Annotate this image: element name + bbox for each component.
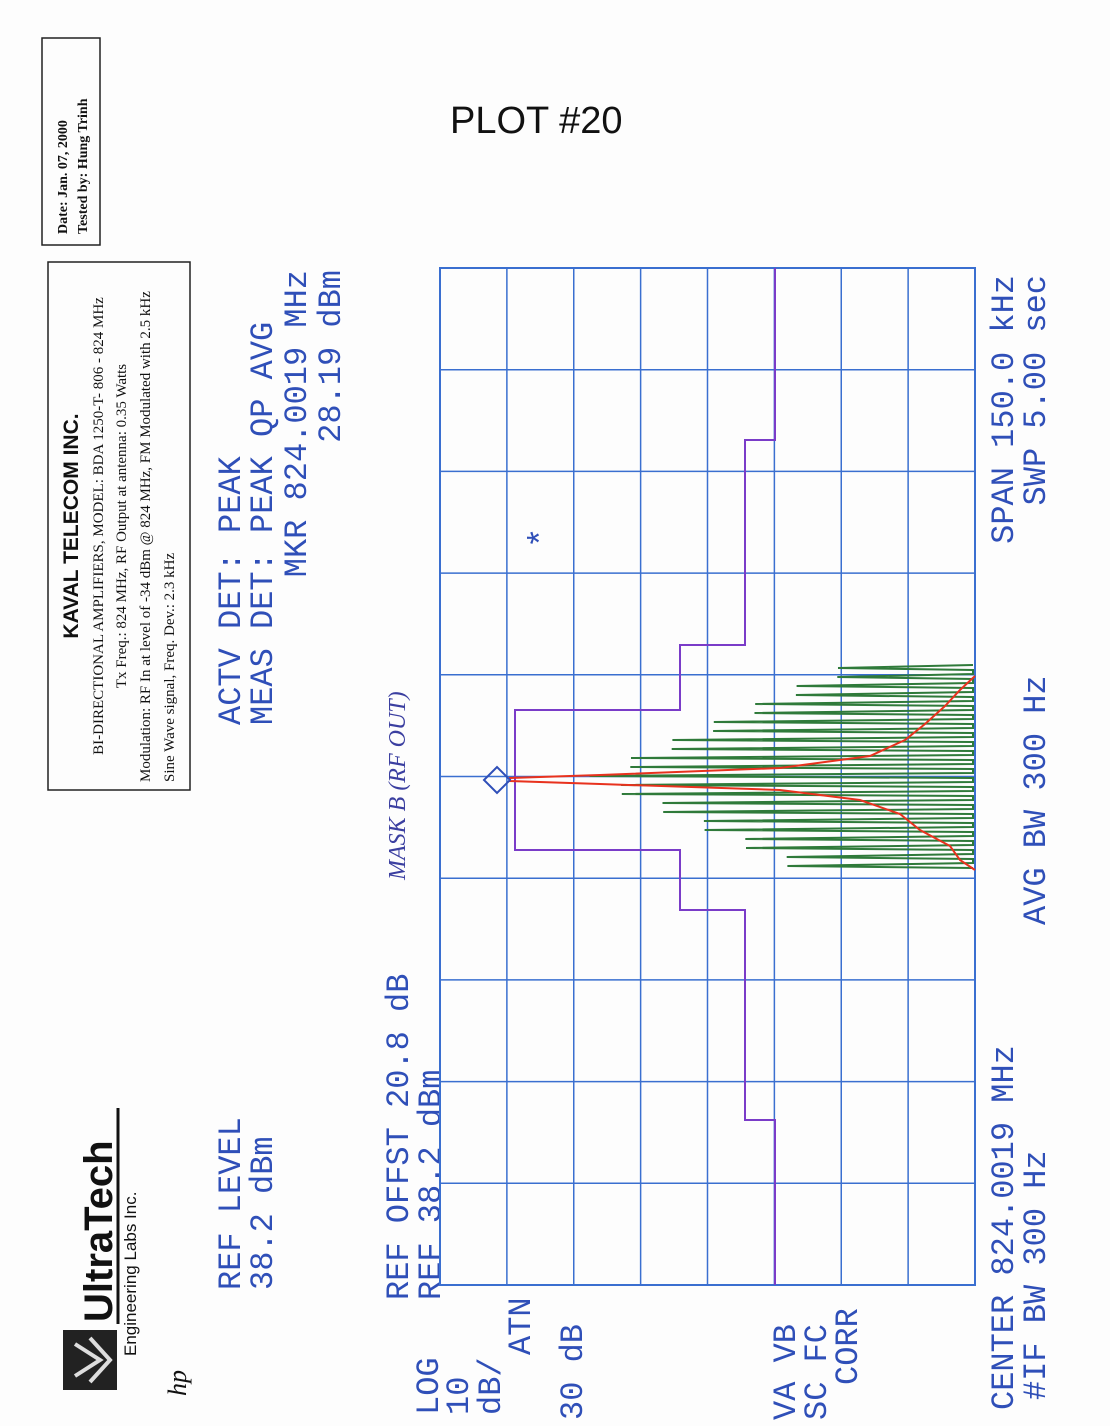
model: BI-DIRECTIONAL AMPLIFIERS, MODEL: BDA 12… xyxy=(91,297,107,755)
sweep: SWP 5.00 sec xyxy=(1018,275,1055,505)
actv-det: ACTV DET: PEAK xyxy=(213,455,250,725)
ref-offset: REF OFFST 20.8 dB xyxy=(381,974,418,1300)
side-label: CORR xyxy=(830,1308,867,1385)
logo-subtitle: Engineering Labs Inc. xyxy=(121,1192,140,1356)
side-label: 30 dB xyxy=(555,1324,592,1420)
side-label: ATN xyxy=(503,1297,540,1355)
side-label: dB/ xyxy=(473,1357,510,1415)
ref-level: 38.2 dBm xyxy=(245,1136,282,1290)
mask-line xyxy=(514,268,776,1285)
side-label: LOG xyxy=(411,1357,448,1415)
ref: REF 38.2 dBm xyxy=(413,1070,450,1300)
company: KAVAL TELECOM INC. xyxy=(60,413,83,638)
marker-level: 28.19 dBm xyxy=(313,270,350,443)
green-trace xyxy=(589,664,974,869)
marker-symbol: * xyxy=(525,528,563,548)
tx-freq: Tx Freq.: 824 MHz, RF Output at antenna:… xyxy=(114,364,130,688)
ref-level-label: REF LEVEL xyxy=(213,1117,250,1290)
date: Date: Jan. 07, 2000 xyxy=(56,120,71,234)
tested-by: Tested by: Hung Trinh xyxy=(76,98,91,234)
marker-freq: MKR 824.0019 MHz xyxy=(279,270,316,577)
center-freq: CENTER 824.0019 MHz xyxy=(986,1045,1023,1410)
signal: Sine Wave signal, Freq. Dev.: 2.3 kHz xyxy=(162,552,178,782)
modulation: Modulation: RF In at level of -34 dBm @ … xyxy=(138,291,154,782)
plot-label: PLOT #20 xyxy=(450,100,623,142)
side-label: 10 xyxy=(441,1377,478,1415)
date-box xyxy=(41,37,101,246)
side-label: VA VB xyxy=(768,1324,805,1420)
mask-note: MASK B (RF OUT) xyxy=(385,691,411,881)
span: SPAN 150.0 kHz xyxy=(986,275,1023,544)
info-box xyxy=(47,261,191,791)
side-label: SC FC xyxy=(799,1324,836,1420)
traces xyxy=(589,664,974,869)
logo-icon xyxy=(63,1330,117,1390)
logo-text: UltraTech xyxy=(77,1140,121,1322)
hp-logo: hp xyxy=(163,1370,192,1396)
marker-diamond xyxy=(482,765,512,795)
meas-det: MEAS DET: PEAK QP AVG xyxy=(245,322,282,725)
avg-bw: AVG BW 300 Hz xyxy=(1018,675,1055,925)
if-bw: #IF BW 300 Hz xyxy=(1018,1150,1055,1400)
